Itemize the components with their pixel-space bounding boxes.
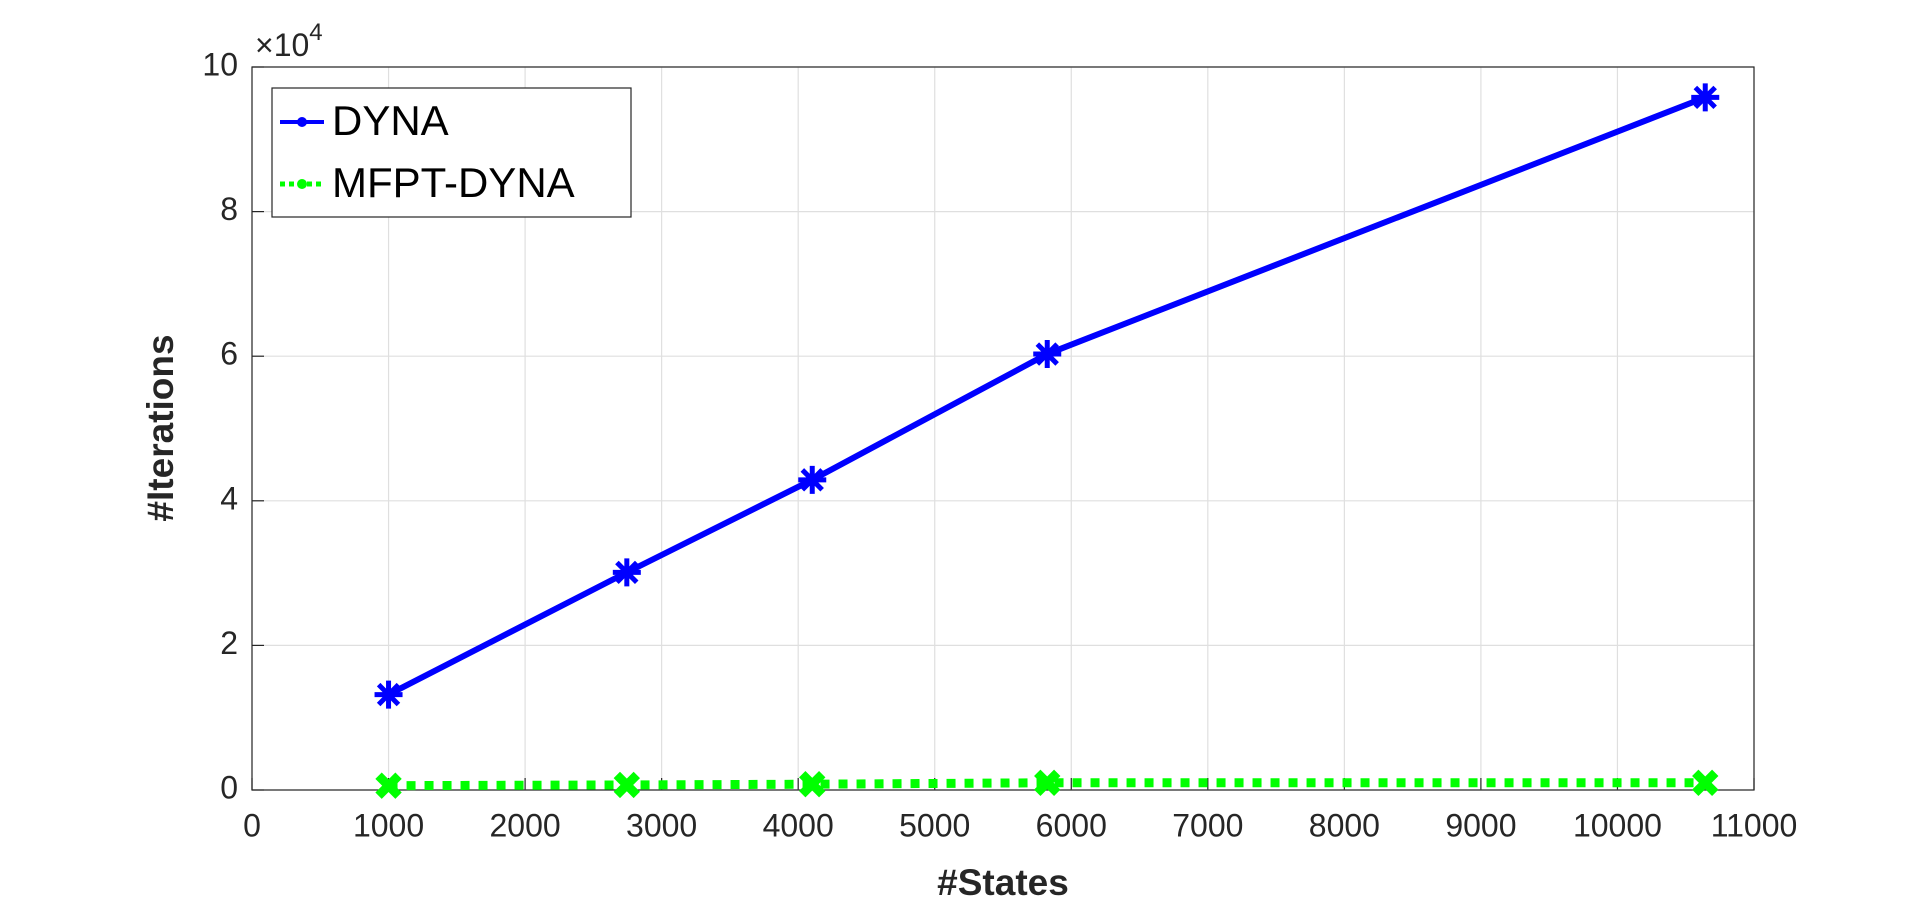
x-tick-label: 6000 <box>1036 807 1107 843</box>
x-axis-label: #States <box>937 862 1069 903</box>
x-tick-label: 5000 <box>899 807 970 843</box>
legend-box <box>271 87 632 218</box>
legend-label: MFPT-DYNA <box>332 159 575 206</box>
x-tick-label: 0 <box>243 807 261 843</box>
data-marker <box>612 558 641 587</box>
y-tick-label: 2 <box>220 625 238 661</box>
x-tick-label: 2000 <box>489 807 560 843</box>
data-marker <box>374 680 403 709</box>
x-tick-label: 9000 <box>1445 807 1516 843</box>
x-tick-label: 4000 <box>763 807 834 843</box>
data-marker <box>798 465 827 494</box>
x-tick-label: 8000 <box>1309 807 1380 843</box>
y-axis-label: #Iterations <box>140 334 181 521</box>
x-tick-label: 1000 <box>353 807 424 843</box>
y-tick-label: 4 <box>220 480 238 516</box>
y-multiplier-exponent: 4 <box>309 19 322 46</box>
y-multiplier: ×104 <box>255 19 323 63</box>
plot-frame <box>251 66 1755 791</box>
data-marker <box>375 772 402 799</box>
x-tick-label: 3000 <box>626 807 697 843</box>
data-marker <box>1033 340 1062 369</box>
y-tick-label: 0 <box>220 769 238 805</box>
y-tick-label: 10 <box>202 46 238 82</box>
y-tick-label: 8 <box>220 191 238 227</box>
data-marker <box>1691 83 1720 112</box>
legend-label: DYNA <box>332 97 449 144</box>
data-marker <box>1692 769 1719 796</box>
data-marker <box>1034 769 1061 796</box>
legend-marker <box>297 117 307 127</box>
x-tick-label: 10000 <box>1573 807 1662 843</box>
data-marker <box>799 771 826 798</box>
y-multiplier-base: ×10 <box>255 27 309 63</box>
x-tick-label: 11000 <box>1711 807 1798 843</box>
data-marker <box>613 771 640 799</box>
x-tick-label: 7000 <box>1172 807 1243 843</box>
y-tick-label: 6 <box>220 336 238 372</box>
legend-marker <box>297 179 307 189</box>
